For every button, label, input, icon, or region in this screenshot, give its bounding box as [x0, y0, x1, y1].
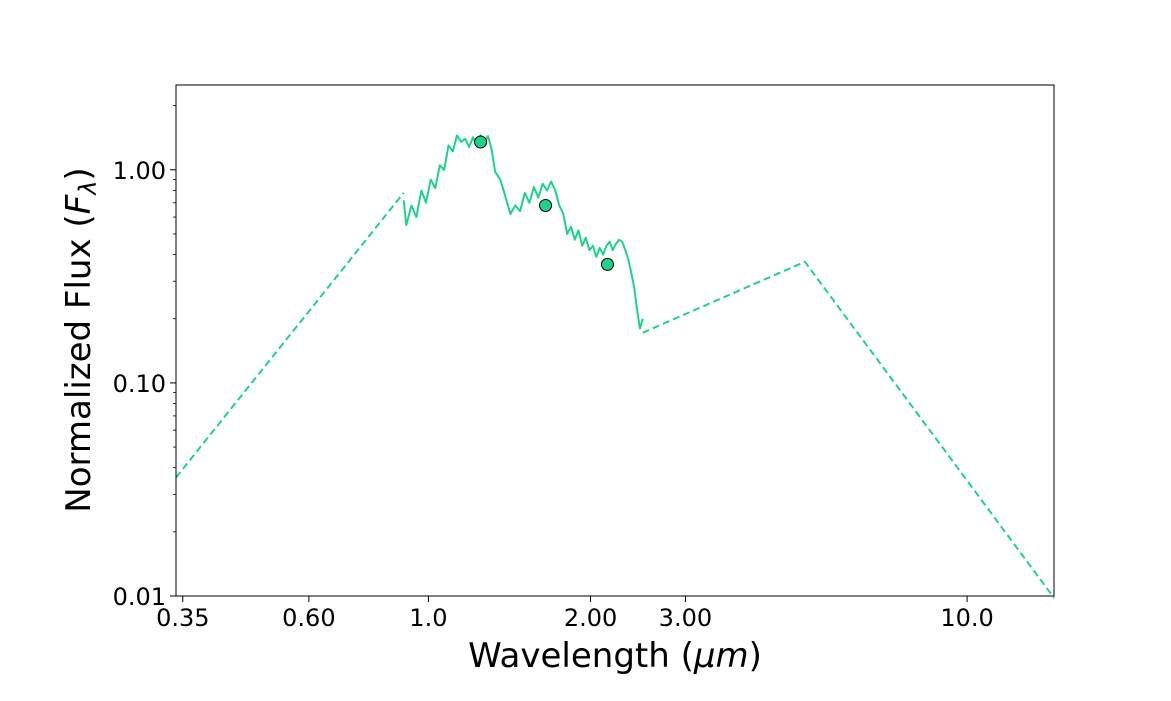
y-tick-label-2: 1.00	[113, 157, 166, 185]
y-axis-label-symbol: F	[59, 194, 99, 214]
x-tick-label-3: 2.00	[564, 604, 617, 632]
y-axis-label-close: )	[59, 167, 99, 180]
x-axis-label-unit: μm	[693, 636, 749, 676]
photometry-point-1	[539, 198, 553, 212]
plot-frame	[175, 84, 1055, 597]
x-axis-label-close: )	[749, 636, 762, 676]
marker-layer	[474, 135, 614, 271]
spectrum-line-1	[402, 134, 644, 330]
x-tick-label-0: 0.35	[156, 604, 209, 632]
x-tick-label-1: 0.60	[282, 604, 335, 632]
x-tick-label-4: 3.00	[659, 604, 712, 632]
photometry-point-2	[600, 257, 614, 271]
series-layer	[175, 134, 1055, 599]
plot-area	[176, 85, 1054, 596]
y-axis-label-main: Normalized Flux (	[59, 214, 99, 512]
x-tick-label-2: 1.0	[409, 604, 447, 632]
y-tick-label-0: 0.01	[113, 583, 166, 611]
y-axis-label: Normalized Flux (Fλ)	[59, 167, 102, 512]
x-axis-label: Wavelength (μm)	[468, 636, 762, 676]
y-axis-label-sub: λ	[74, 181, 102, 197]
x-axis-ticks: 0.35 0.60 1.0 2.00 3.00 10.0	[156, 596, 994, 632]
y-tick-label-1: 0.10	[113, 370, 166, 398]
x-axis-label-main: Wavelength (	[468, 636, 694, 676]
x-tick-label-5: 10.0	[940, 604, 993, 632]
dashed-model-line-0	[175, 192, 405, 479]
y-axis-ticks: 0.01 0.10 1.00	[113, 105, 176, 611]
dashed-model-line-2	[642, 260, 1055, 599]
photometry-point-0	[474, 135, 488, 149]
